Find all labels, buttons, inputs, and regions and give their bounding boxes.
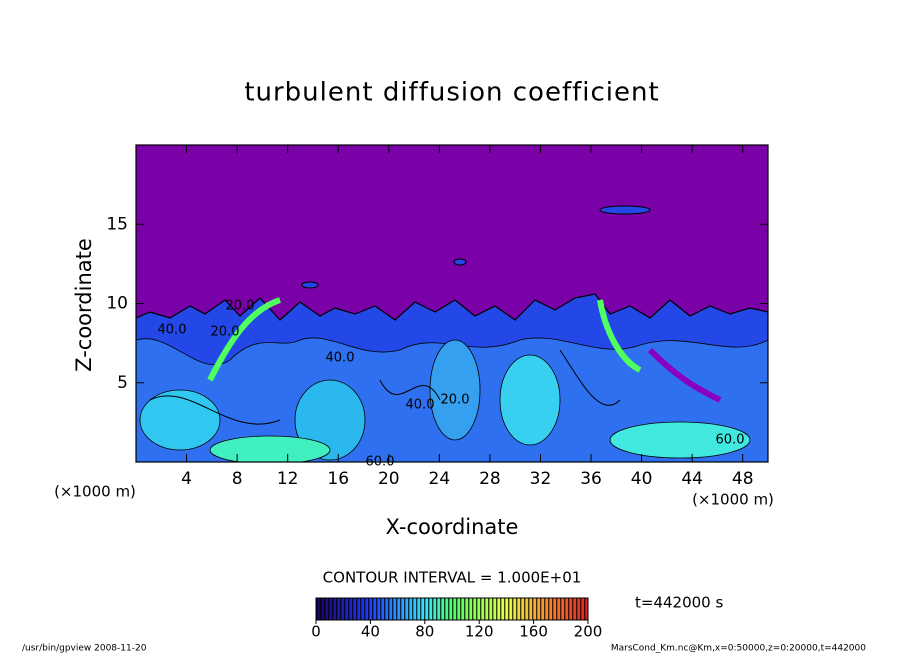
x-tick-label: 40 [631,469,653,489]
x-tick-label: 36 [580,469,602,489]
x-axis-unit: (×1000 m) [692,491,774,509]
y-tick-label: 5 [117,373,128,393]
colorbar-tick-label: 0 [311,623,321,641]
x-tick-label: 24 [429,469,451,489]
contour-label: 40.0 [326,351,355,366]
colorbar-frame [315,597,589,621]
contour-label: 20.0 [211,325,240,340]
contour-label: 40.0 [406,398,435,413]
y-tick-label: 15 [106,214,128,234]
x-tick-label: 48 [732,469,754,489]
x-tick-label: 28 [479,469,501,489]
x-axis-title: X-coordinate [386,515,519,539]
contour-label: 60.0 [716,433,745,448]
contour-label: 20.0 [441,393,470,408]
y-axis-unit: (×1000 m) [54,483,136,501]
x-tick-label: 20 [378,469,400,489]
y-tick-label: 10 [106,294,128,314]
x-tick-label: 12 [277,469,299,489]
footer-right: MarsCond_Km.nc@Km,x=0:50000,z=0:20000,t=… [611,644,866,654]
y-axis-title: Z-coordinate [72,238,96,372]
x-tick-label: 4 [181,469,192,489]
footer-left: /usr/bin/gpview 2008-11-20 [22,644,147,654]
colorbar-tick-label: 120 [465,623,494,641]
colorbar-tick-label: 200 [574,623,603,641]
chart-title: turbulent diffusion coefficient [244,78,659,108]
colorbar-tick-label: 80 [415,623,434,641]
colorbar-tick-label: 160 [519,623,548,641]
colorbar-tick-label: 40 [361,623,380,641]
contour-label: 60.0 [366,455,395,470]
contour-label: 20.0 [226,299,255,314]
contour-interval: CONTOUR INTERVAL = 1.000E+01 [323,569,582,587]
x-tick-label: 8 [232,469,243,489]
x-tick-label: 44 [681,469,703,489]
time-label: t=442000 s [635,594,723,612]
x-tick-label: 16 [327,469,349,489]
contour-label: 40.0 [158,323,187,338]
contour-field [136,145,768,462]
x-tick-label: 32 [530,469,552,489]
